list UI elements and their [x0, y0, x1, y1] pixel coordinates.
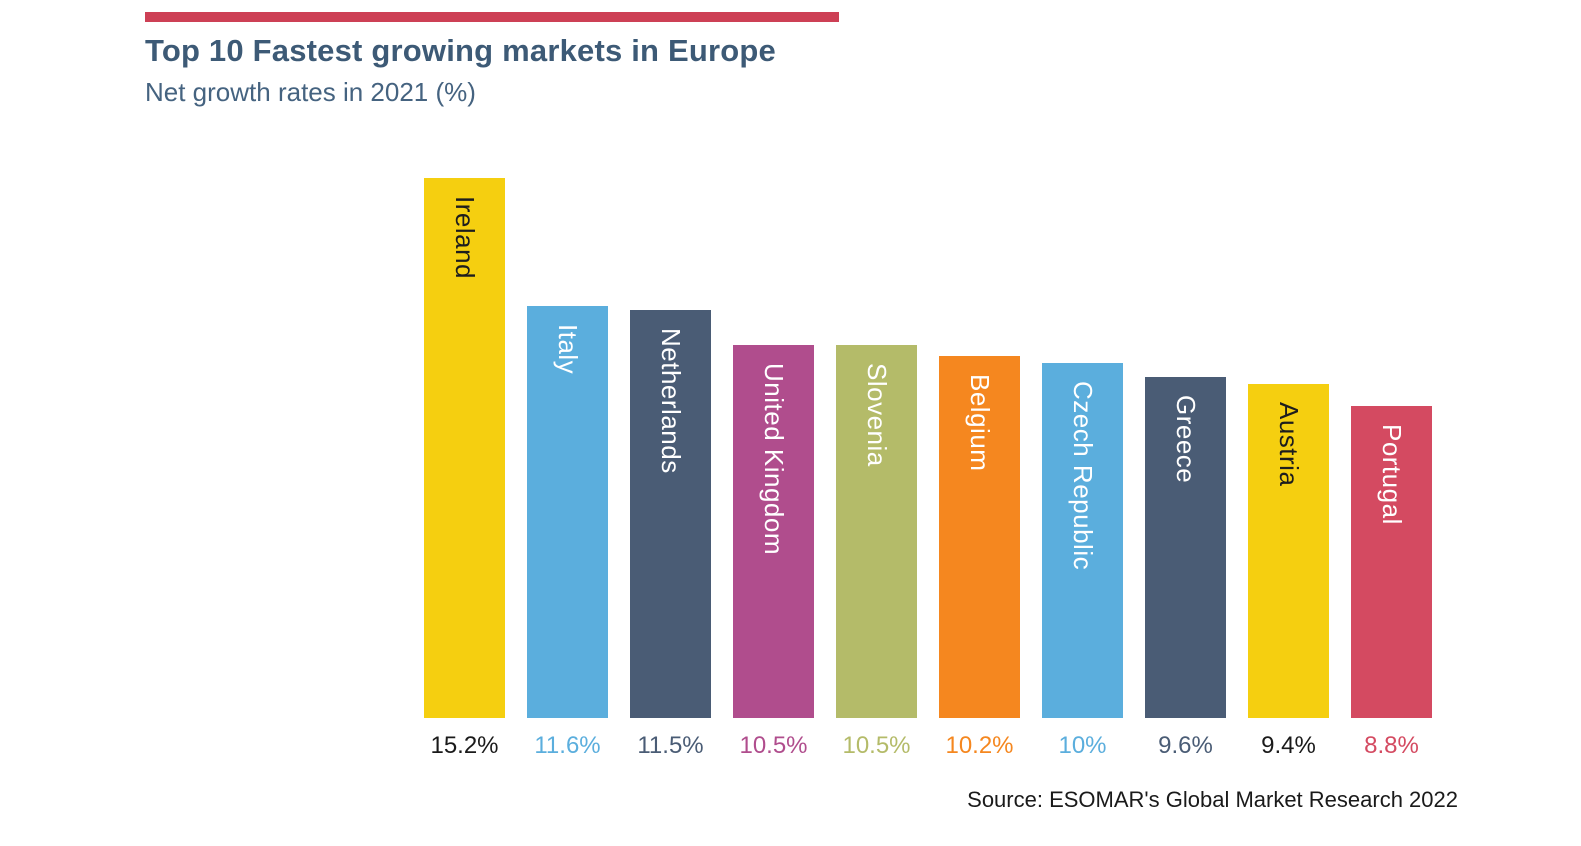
- page-title: Top 10 Fastest growing markets in Europe: [145, 33, 776, 68]
- bar-category-label: Czech Republic: [1068, 381, 1098, 571]
- bar: United Kingdom 10.5%: [733, 345, 814, 759]
- bar-value-label: 10.2%: [945, 732, 1014, 759]
- bar: Italy 11.6%: [527, 306, 608, 759]
- bar-category-label: Ireland: [450, 196, 480, 280]
- bar-value-label: 8.8%: [1364, 732, 1419, 759]
- bar: Austria 9.4%: [1248, 384, 1329, 759]
- bar-value-label: 11.6%: [534, 732, 601, 759]
- bar-value-label: 15.2%: [430, 732, 499, 759]
- bars-container: Ireland 15.2% Italy 11.6% Netherlands 11.5% Un…: [424, 178, 1432, 759]
- bar-category-label: United Kingdom: [759, 363, 789, 556]
- bar-value-label: 9.6%: [1158, 732, 1213, 759]
- bar-category-label: Belgium: [965, 373, 995, 472]
- bar-value-label: 9.4%: [1261, 732, 1316, 759]
- bar-category-label: Slovenia: [862, 363, 892, 467]
- bar: Netherlands 11.5%: [630, 309, 711, 759]
- bar-category-label: Greece: [1171, 395, 1201, 484]
- bar-category-label: Portugal: [1377, 423, 1407, 525]
- bar: Greece 9.6%: [1145, 377, 1226, 759]
- bar-value-label: 11.5%: [637, 732, 704, 759]
- bar-category-label: Netherlands: [656, 327, 686, 474]
- bar: Czech Republic 10%: [1042, 363, 1123, 759]
- bar-category-label: Italy: [553, 324, 583, 375]
- bar-value-label: 10.5%: [739, 732, 808, 759]
- bar: Portugal 8.8%: [1351, 405, 1432, 759]
- page-subtitle: Net growth rates in 2021 (%): [145, 77, 476, 107]
- source-note: Source: ESOMAR's Global Market Research …: [967, 787, 1458, 812]
- bar: Belgium 10.2%: [939, 355, 1020, 759]
- accent-line: [145, 12, 839, 22]
- bar-value-label: 10.5%: [842, 732, 911, 759]
- bar: Slovenia 10.5%: [836, 345, 917, 759]
- bar-value-label: 10%: [1058, 732, 1107, 759]
- bar-category-label: Austria: [1274, 402, 1304, 487]
- bar: Ireland 15.2%: [424, 178, 505, 759]
